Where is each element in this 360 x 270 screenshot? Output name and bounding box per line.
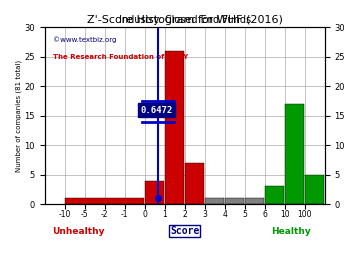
Title: Z'-Score Histogram for WHF (2016): Z'-Score Histogram for WHF (2016) [87,15,283,25]
Bar [165,51,184,204]
Bar [285,104,305,204]
Text: Industry: Closed End Funds: Industry: Closed End Funds [118,15,251,25]
Bar [265,187,284,204]
Text: ©www.textbiz.org: ©www.textbiz.org [53,36,116,43]
Bar [145,181,165,204]
Bar [305,175,324,204]
Bar [225,198,244,204]
Y-axis label: Number of companies (81 total): Number of companies (81 total) [15,60,22,172]
Bar [185,163,204,204]
Text: Unhealthy: Unhealthy [52,227,104,236]
Bar [205,198,224,204]
Bar [66,198,144,204]
Text: The Research Foundation of SUNY: The Research Foundation of SUNY [53,54,188,60]
Text: 0.6472: 0.6472 [140,106,173,115]
Text: Healthy: Healthy [271,227,311,236]
Text: Score: Score [170,226,199,236]
Bar [245,198,265,204]
